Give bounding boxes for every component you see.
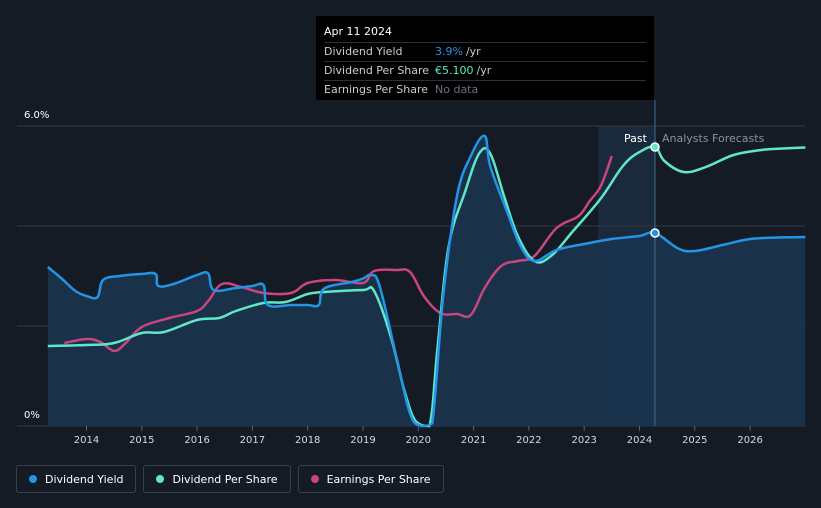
tooltip-row-earnings-per-share: Earnings Per Share No data	[324, 80, 646, 99]
x-tick-label: 2024	[627, 435, 652, 446]
x-axis: 2014 2015 2016 2017 2018 2019 2020 2021 2022 2023…	[74, 426, 763, 446]
x-tick-label: 2015	[129, 435, 154, 446]
legend-dividend-yield[interactable]: Dividend Yield	[16, 465, 137, 493]
dividend-yield-marker[interactable]	[650, 228, 660, 238]
legend-label: Earnings Per Share	[326, 472, 431, 486]
legend-dot-icon	[29, 475, 37, 483]
x-tick-label: 2017	[240, 435, 265, 446]
tooltip-label: Earnings Per Share	[324, 83, 429, 96]
tooltip-value: No data	[435, 83, 479, 96]
legend-dot-icon	[156, 475, 165, 483]
legend-label: Dividend Per Share	[172, 472, 278, 486]
x-tick-label: 2019	[350, 435, 375, 446]
hover-tooltip: Apr 11 2024 Dividend Yield 3.9% /yr Divi…	[316, 16, 654, 100]
y-axis-label-max: 6.0%	[24, 110, 49, 121]
chart-legend: Dividend Yield Dividend Per Share Earnin…	[16, 465, 444, 493]
x-tick-label: 2016	[184, 435, 209, 446]
legend-label: Dividend Yield	[45, 472, 124, 486]
tooltip-row-dividend-yield: Dividend Yield 3.9% /yr	[324, 42, 646, 61]
x-tick-label: 2025	[682, 435, 707, 446]
past-region-label: Past	[624, 132, 648, 145]
legend-dot-icon	[310, 475, 319, 483]
dividend-yield-line	[46, 134, 806, 428]
tooltip-value: 3.9%	[435, 45, 463, 58]
dividend-yield-area	[47, 135, 806, 427]
x-tick-label: 2021	[461, 435, 486, 446]
x-tick-label: 2026	[737, 435, 762, 446]
x-tick-label: 2014	[74, 435, 99, 446]
tooltip-unit: /yr	[476, 64, 492, 77]
earnings-per-share-line	[64, 155, 613, 353]
tooltip-value: €5.100	[435, 64, 474, 77]
y-axis-label-min: 0%	[24, 410, 40, 421]
tooltip-unit: /yr	[465, 45, 481, 58]
x-tick-label: 2020	[406, 435, 431, 446]
tooltip-label: Dividend Per Share	[324, 64, 430, 77]
tooltip-row-dividend-per-share: Dividend Per Share €5.100 /yr	[324, 61, 646, 80]
legend-earnings-per-share[interactable]: Earnings Per Share	[297, 465, 444, 493]
legend-dividend-per-share[interactable]: Dividend Per Share	[143, 465, 291, 493]
tooltip-date: Apr 11 2024	[324, 25, 393, 38]
x-tick-label: 2022	[516, 435, 541, 446]
tooltip-label: Dividend Yield	[324, 45, 403, 58]
x-tick-label: 2023	[571, 435, 596, 446]
x-tick-label: 2018	[295, 435, 320, 446]
dividend-per-share-marker[interactable]	[650, 142, 660, 152]
forecast-region-label: Analysts Forecasts	[662, 132, 765, 145]
